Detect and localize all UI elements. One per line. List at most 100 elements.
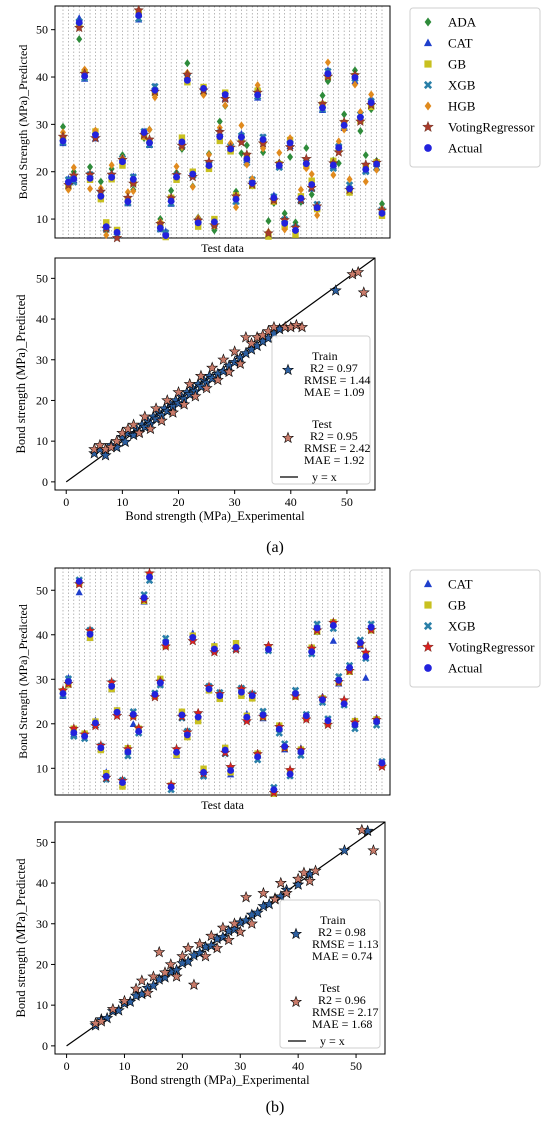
- point-actual: [243, 713, 251, 721]
- train-point: [251, 906, 264, 918]
- legend-marker-train: [289, 927, 303, 940]
- point-actual: [313, 624, 321, 632]
- test-point: [155, 414, 168, 426]
- y-tick-label: 40: [36, 876, 48, 890]
- test-point: [95, 1015, 108, 1027]
- point-actual: [227, 145, 235, 153]
- point-ada: [379, 199, 385, 208]
- point-ada: [60, 122, 66, 131]
- y-axis-label: Bond Strength (MPa)_Predicted: [16, 45, 30, 200]
- y-tick-label: 50: [36, 23, 48, 37]
- legend-test-mae: MAE = 1.92: [304, 453, 364, 467]
- point-ada: [168, 186, 175, 195]
- panel-caption: (a): [266, 539, 284, 556]
- point-actual: [102, 223, 110, 231]
- point-actual: [167, 197, 175, 205]
- point-hgb: [205, 150, 212, 159]
- point-gb: [86, 634, 94, 642]
- plot-frame: [54, 5, 391, 239]
- point-actual: [162, 638, 170, 646]
- point-actual: [324, 717, 332, 725]
- test-point: [290, 318, 303, 331]
- point-hgb: [373, 165, 380, 174]
- point-actual: [259, 136, 267, 143]
- train-point: [338, 844, 351, 856]
- point-actual: [65, 678, 72, 685]
- point-ada: [341, 110, 348, 119]
- point-actual: [281, 743, 289, 750]
- legend-marker-votingregressor: [422, 120, 434, 133]
- test-point: [153, 945, 166, 958]
- point-hgb: [130, 187, 137, 196]
- legend-train-r2: R2 = 0.97: [310, 361, 358, 375]
- legend-marker-test: [281, 431, 295, 444]
- point-actual: [183, 76, 191, 84]
- point-votingregressor: [284, 141, 296, 152]
- point-actual: [238, 133, 245, 141]
- point-actual: [275, 725, 283, 733]
- point-actual: [346, 185, 353, 193]
- point-actual: [156, 224, 164, 232]
- point-votingregressor: [73, 22, 85, 33]
- point-cat: [362, 673, 370, 681]
- legend-marker-xgb: [423, 621, 433, 631]
- legend-label: XGB: [448, 78, 476, 93]
- test-point: [357, 286, 370, 298]
- test-point: [106, 1002, 119, 1015]
- x-axis-label: Test data: [201, 241, 244, 255]
- x-axis-label: Bond strength (MPa)_Experimental: [130, 1073, 310, 1087]
- test-point: [199, 949, 212, 962]
- point-actual: [227, 767, 235, 774]
- point-hgb: [346, 175, 353, 184]
- point-ada: [76, 35, 83, 44]
- test-data-chart: 10 20 30 40 50 Test data Bond Strength (MPa)_P…: [16, 4, 391, 255]
- legend-test-mae: MAE = 1.68: [312, 1017, 372, 1031]
- point-actual: [194, 219, 202, 227]
- test-point: [297, 866, 310, 879]
- plot-frame: [54, 257, 376, 491]
- series-votingregressor: [57, 4, 388, 243]
- point-cat: [329, 636, 337, 644]
- point-actual: [97, 744, 105, 752]
- train-point: [329, 284, 342, 296]
- point-votingregressor: [236, 136, 247, 147]
- test-point: [206, 361, 219, 374]
- legend-marker-cat: [423, 579, 433, 588]
- test-point: [292, 872, 305, 885]
- point-ada: [238, 149, 245, 158]
- point-votingregressor: [160, 640, 172, 651]
- test-points: [89, 823, 380, 1029]
- train-point: [228, 923, 241, 935]
- legend-label: CAT: [448, 577, 473, 592]
- point-actual: [281, 219, 289, 227]
- legend-test-rmse: RMSE = 2.42: [304, 441, 370, 455]
- point-actual: [151, 691, 159, 698]
- test-point: [138, 410, 151, 422]
- test-point: [274, 876, 287, 889]
- test-point: [245, 917, 258, 929]
- test-point: [222, 933, 235, 946]
- point-actual: [232, 195, 240, 203]
- legend-train-label: Train: [312, 349, 338, 363]
- test-point: [166, 406, 179, 418]
- point-actual: [97, 192, 105, 200]
- test-point: [144, 422, 157, 435]
- point-actual: [270, 194, 278, 202]
- point-actual: [243, 155, 251, 163]
- legend-label: VotingRegressor: [448, 120, 535, 135]
- test-point: [164, 958, 177, 970]
- point-actual: [308, 181, 316, 188]
- point-cat: [75, 588, 83, 596]
- legend-marker-test: [289, 995, 303, 1008]
- point-actual: [65, 178, 72, 186]
- train-point: [240, 914, 253, 926]
- point-actual: [297, 194, 305, 202]
- point-hgb: [314, 211, 321, 220]
- test-point: [182, 941, 195, 954]
- train-point: [216, 930, 229, 943]
- point-actual: [119, 158, 126, 166]
- plot-frame: [54, 567, 391, 796]
- test-points: [88, 265, 370, 455]
- point-actual: [124, 748, 132, 756]
- train-point: [158, 971, 172, 983]
